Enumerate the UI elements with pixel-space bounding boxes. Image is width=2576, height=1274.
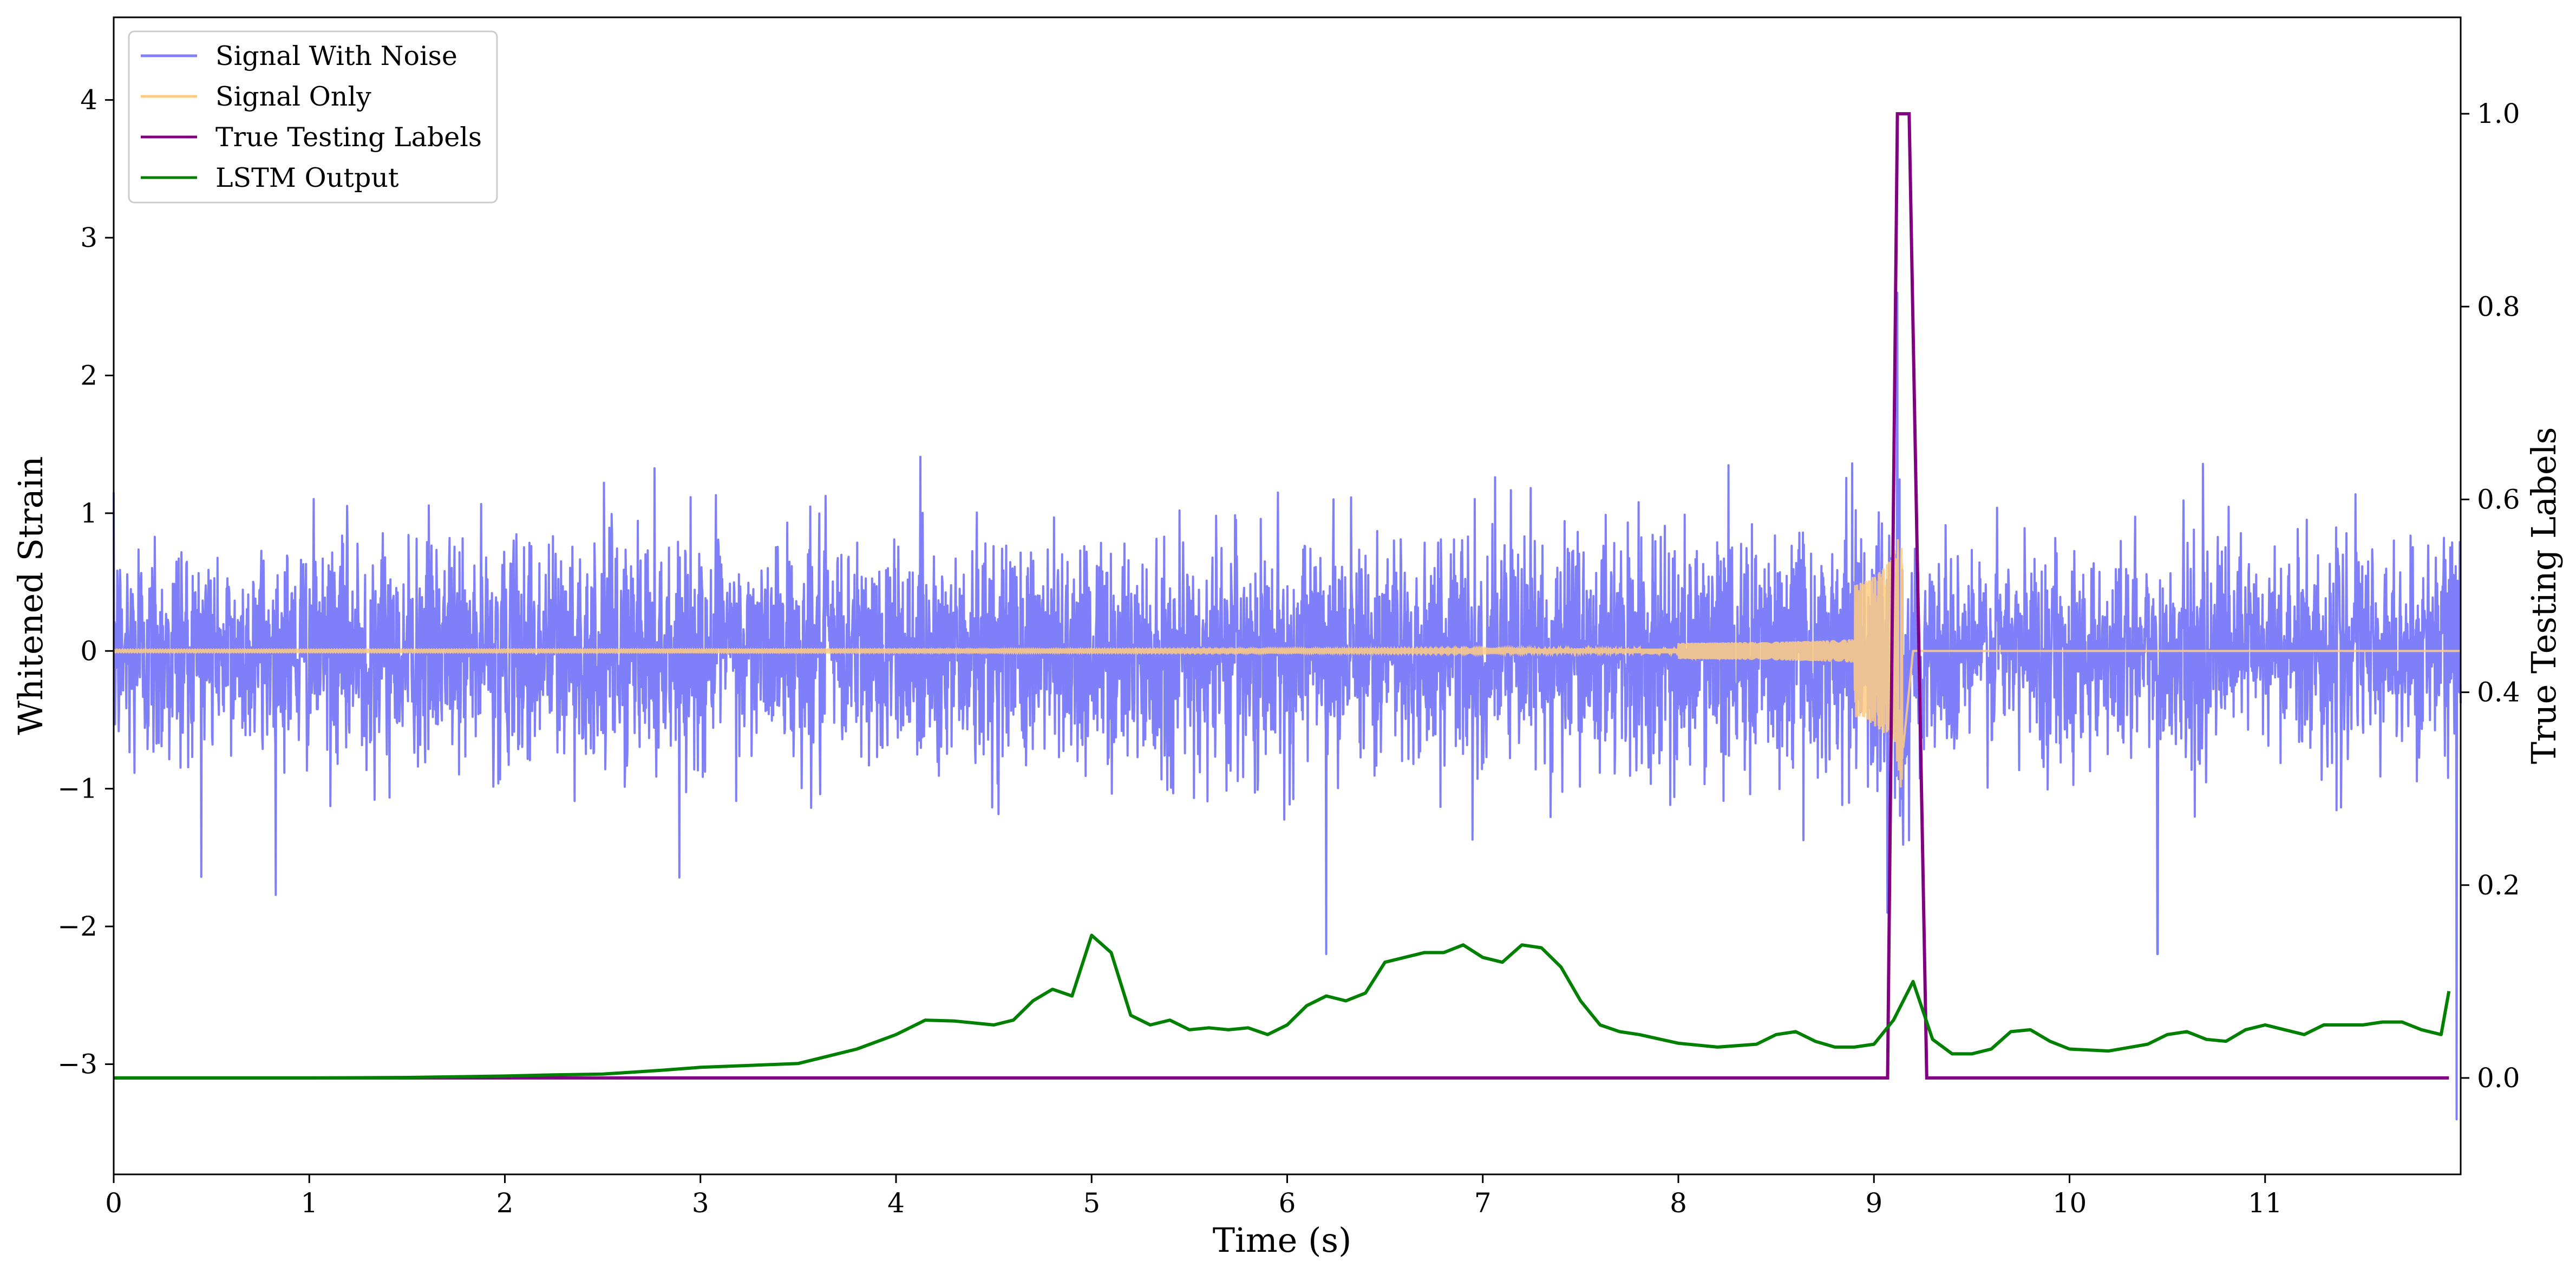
y-axis-right-label: True Testing Labels	[2524, 427, 2564, 765]
x-tick-label: 5	[1083, 1187, 1100, 1219]
x-axis-label: Time (s)	[1213, 1220, 1352, 1260]
x-tick-label: 10	[2052, 1187, 2087, 1219]
y-left-tick-label: 2	[80, 360, 97, 391]
x-tick-label: 3	[692, 1187, 709, 1219]
signal-only-line	[113, 539, 2461, 788]
x-tick-label: 6	[1279, 1187, 1296, 1219]
legend-label-true-testing-labels: True Testing Labels	[215, 122, 482, 153]
y-axis-left: −3 −2 −1 0 1 2 3 4	[57, 84, 114, 1080]
legend-label-signal-only: Signal Only	[215, 81, 371, 112]
legend-label-lstm-output: LSTM Output	[215, 162, 399, 193]
y-right-tick-label: 0.0	[2477, 1062, 2520, 1094]
y-axis-left-label: Whitened Strain	[11, 456, 50, 735]
x-tick-label: 0	[105, 1187, 122, 1219]
y-left-tick-label: 1	[80, 498, 97, 529]
lstm-output-series	[114, 933, 2451, 1080]
y-left-tick-label: −2	[57, 911, 97, 942]
x-axis: 0 1 2 3 4 5 6 7 8 9 10 11	[105, 1174, 2283, 1219]
x-tick-label: 7	[1474, 1187, 1492, 1219]
x-tick-label: 4	[887, 1187, 905, 1219]
true-testing-labels-series	[114, 112, 2449, 1080]
y-right-tick-label: 0.8	[2477, 291, 2520, 322]
x-tick-label: 2	[496, 1187, 514, 1219]
y-axis-right: 0.0 0.2 0.4 0.6 0.8 1.0	[2461, 98, 2520, 1094]
lstm-output-line	[114, 933, 2451, 1080]
y-right-tick-label: 0.6	[2477, 484, 2520, 515]
y-right-tick-label: 0.4	[2477, 677, 2520, 708]
x-tick-label: 8	[1670, 1187, 1687, 1219]
signal-only-series	[113, 539, 2461, 788]
x-tick-label: 11	[2248, 1187, 2283, 1219]
true-testing-labels-line	[114, 112, 2449, 1080]
y-left-tick-label: 4	[80, 84, 97, 116]
legend-label-signal-with-noise: Signal With Noise	[215, 41, 457, 71]
legend-box	[128, 30, 498, 204]
legend: Signal With Noise Signal Only True Testi…	[128, 30, 498, 204]
y-left-tick-label: 3	[80, 222, 97, 253]
y-left-tick-label: −1	[57, 773, 97, 805]
y-right-tick-label: 1.0	[2477, 98, 2520, 129]
y-right-tick-label: 0.2	[2477, 870, 2520, 901]
x-tick-label: 9	[1865, 1187, 1882, 1219]
y-left-tick-label: 0	[80, 635, 97, 667]
y-left-tick-label: −3	[57, 1048, 97, 1080]
x-tick-label: 1	[300, 1187, 318, 1219]
